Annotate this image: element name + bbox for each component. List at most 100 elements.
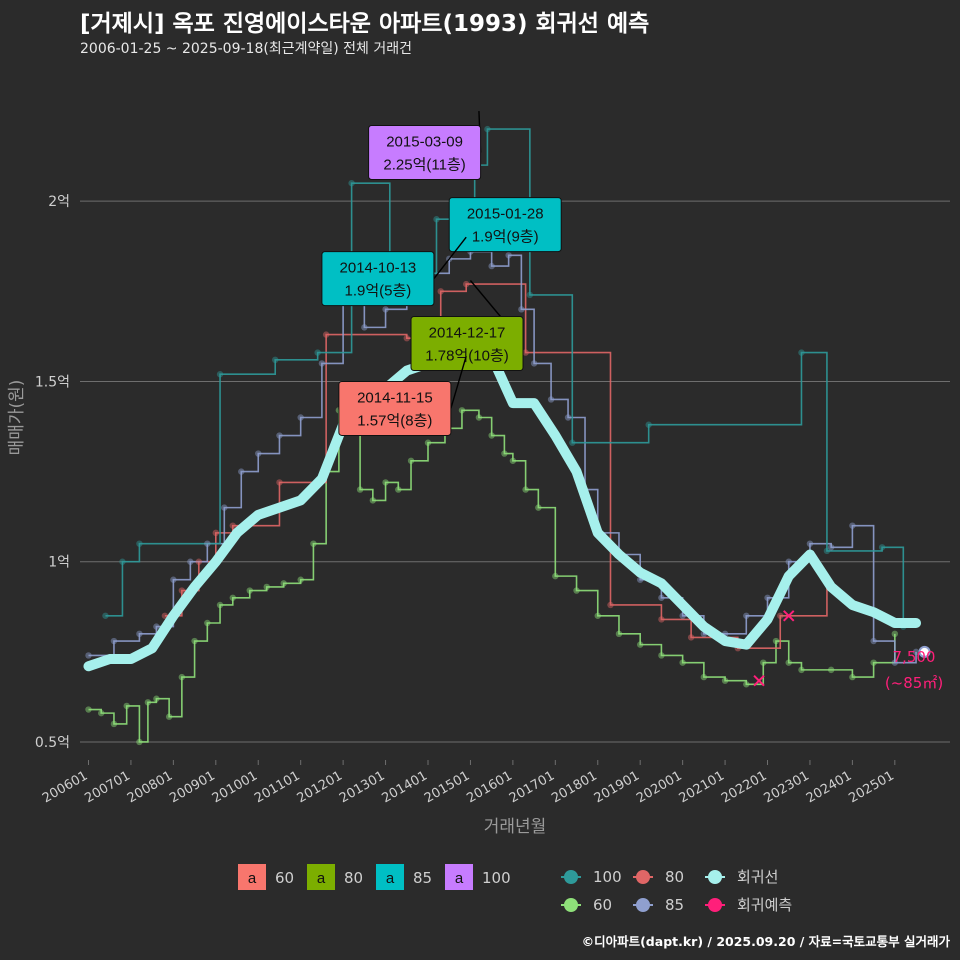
annotation-price: 2.25억(11층) <box>383 156 465 173</box>
data-point-85 <box>276 432 283 439</box>
data-point-60 <box>458 407 466 414</box>
x-tick-label: 201401 <box>380 768 430 806</box>
x-tick-label: 202201 <box>719 768 769 806</box>
data-point-60 <box>798 666 805 674</box>
data-point-100 <box>348 179 355 187</box>
chart-subtitle: 2006-01-25 ~ 2025-09-18(최근계약일) 전체 거래건 <box>80 41 412 57</box>
data-point-85 <box>764 594 771 601</box>
data-point-100 <box>136 540 143 547</box>
annotation-price: 1.78억(10층) <box>425 348 508 365</box>
legend-swatch-60 <box>238 864 266 890</box>
data-point-60 <box>535 504 542 511</box>
data-point-100 <box>216 371 224 378</box>
data-point-85 <box>85 652 92 659</box>
grid-lines <box>80 200 950 743</box>
data-point-80 <box>229 522 236 529</box>
data-point-60 <box>280 580 287 587</box>
trend-line <box>83 329 922 672</box>
legend-swatch-letter: a <box>455 870 464 887</box>
data-point-85 <box>505 252 512 259</box>
x-tick-label: 201901 <box>592 768 642 806</box>
data-point-80 <box>522 349 529 356</box>
data-point-100 <box>823 547 831 555</box>
legend-dot-85 <box>636 898 650 912</box>
data-point-80 <box>212 529 220 537</box>
legend-series-label: 회귀예측 <box>737 896 792 914</box>
annotation-date: 2014-11-15 <box>357 389 433 406</box>
y-tick-label: 2억 <box>48 194 70 210</box>
data-point-100 <box>798 349 805 356</box>
data-point-60 <box>615 630 623 638</box>
data-point-80 <box>195 558 203 565</box>
data-point-60 <box>636 641 644 648</box>
legend-series-label: 100 <box>593 868 622 886</box>
legend-dot-80 <box>636 870 650 884</box>
forecast-area: (~85㎡) <box>885 674 943 692</box>
legend-swatch-80 <box>307 864 335 890</box>
data-point-60 <box>144 699 152 706</box>
data-point-85 <box>785 558 792 565</box>
data-point-80 <box>658 616 665 623</box>
data-point-100 <box>569 439 576 446</box>
data-point-60 <box>407 457 415 464</box>
data-point-80 <box>178 587 186 594</box>
data-point-85 <box>564 414 572 421</box>
legend-label-80: 80 <box>344 869 363 887</box>
forecast-marker <box>753 674 765 687</box>
data-point-60 <box>785 659 792 666</box>
data-point-100 <box>433 216 440 223</box>
annotation-price: 1.9억(5층) <box>345 283 412 300</box>
data-point-80 <box>437 288 444 295</box>
legend-swatch-letter: a <box>386 870 395 887</box>
data-point-85 <box>110 637 118 645</box>
data-point-60 <box>772 637 780 645</box>
x-tick-label: 202401 <box>804 768 854 806</box>
data-point-85 <box>806 540 814 547</box>
data-point-60 <box>679 659 686 666</box>
data-point-60 <box>263 583 270 591</box>
annotation-box <box>321 251 435 307</box>
series-line-85 <box>88 250 917 664</box>
annotation-price: 1.9억(9층) <box>472 229 539 246</box>
x-tick-label: 200801 <box>125 768 175 806</box>
data-point-85 <box>827 544 835 551</box>
y-tick-label: 1.5억 <box>35 374 70 390</box>
x-tick-label: 201101 <box>252 768 302 806</box>
y-tick-label: 1억 <box>48 555 70 571</box>
data-point-100 <box>119 558 126 565</box>
data-point-85 <box>530 360 538 367</box>
x-tick-label: 201001 <box>210 768 260 806</box>
forecast-markers: 7,500 (~85㎡) <box>753 610 943 692</box>
data-point-85 <box>153 623 160 630</box>
legend-series-label: 60 <box>593 896 612 914</box>
data-point-85 <box>318 360 326 367</box>
data-point-100 <box>102 612 109 619</box>
legend-label-60: 60 <box>275 869 294 887</box>
data-point-100 <box>484 125 491 133</box>
data-point-60 <box>827 666 835 674</box>
data-point-60 <box>369 497 377 504</box>
data-point-60 <box>216 601 224 609</box>
data-point-100 <box>272 356 279 364</box>
data-point-60 <box>594 612 601 619</box>
data-point-60 <box>573 587 580 594</box>
annotation-date: 2014-12-17 <box>429 325 506 342</box>
data-point-60 <box>191 637 198 645</box>
data-point-85 <box>136 630 143 638</box>
data-point-100 <box>314 349 321 356</box>
x-tick-label: 200901 <box>167 768 217 806</box>
legend: a 60 a 80 a 85 a 100 100 80 회귀선 60 85 회귀예측 <box>238 864 792 914</box>
data-point-85 <box>204 540 211 547</box>
data-point-85 <box>547 396 555 403</box>
forecast-marker <box>783 610 795 622</box>
data-point-60 <box>136 738 143 746</box>
data-point-60 <box>356 486 364 493</box>
data-point-80 <box>687 634 695 641</box>
data-point-60 <box>246 587 253 594</box>
data-point-60 <box>743 681 750 688</box>
data-point-85 <box>187 558 194 565</box>
legend-swatch-85 <box>376 864 404 890</box>
y-axis-label: 매매가(원) <box>7 380 27 456</box>
data-point-60 <box>475 414 483 421</box>
